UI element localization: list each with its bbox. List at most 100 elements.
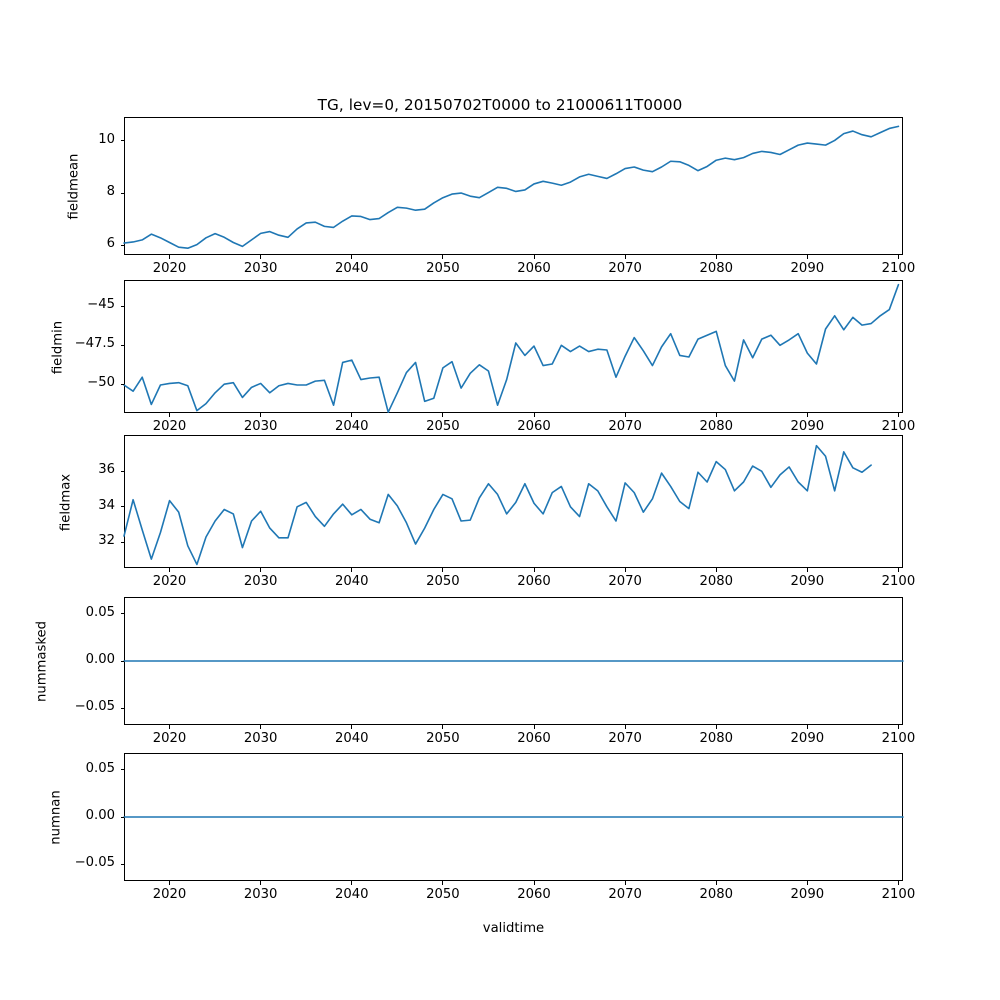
x-tick-label: 2050	[426, 887, 460, 902]
x-tick-label: 2060	[517, 887, 551, 902]
x-tick-label: 2050	[426, 731, 460, 746]
y-tick-mark	[120, 816, 124, 818]
y-tick-mark	[120, 769, 124, 771]
x-tick-mark	[351, 725, 353, 729]
x-tick-mark	[169, 413, 171, 417]
x-tick-label: 2030	[243, 731, 278, 746]
y-tick-mark	[120, 344, 124, 346]
y-tick-mark	[120, 613, 124, 615]
y-tick-label: 0.05	[85, 760, 115, 776]
x-tick-mark	[169, 881, 171, 885]
x-tick-label: 2070	[608, 574, 642, 589]
x-tick-label: 2080	[699, 574, 733, 589]
y-tick-mark	[120, 707, 124, 709]
x-tick-label: 2060	[517, 574, 551, 589]
x-tick-label: 2080	[699, 419, 733, 434]
x-tick-mark	[533, 255, 535, 259]
x-tick-mark	[260, 881, 262, 885]
x-tick-mark	[624, 881, 626, 885]
x-tick-label: 2090	[790, 887, 825, 902]
x-tick-mark	[351, 413, 353, 417]
x-tick-label: 2020	[152, 887, 187, 902]
x-tick-label: 2040	[334, 419, 369, 434]
y-tick-mark	[120, 383, 124, 385]
y-tick-label: 0.05	[85, 604, 115, 620]
x-tick-mark	[169, 725, 171, 729]
x-tick-mark	[897, 881, 899, 885]
y-tick-mark	[120, 470, 124, 472]
y-tick-label: −0.05	[74, 855, 115, 871]
y-tick-label: −50	[87, 375, 115, 391]
x-tick-mark	[533, 881, 535, 885]
y-tick-mark	[120, 660, 124, 662]
x-tick-label: 2070	[608, 731, 642, 746]
x-tick-label: 2020	[152, 419, 187, 434]
x-tick-mark	[442, 255, 444, 259]
x-tick-label: 2050	[426, 574, 460, 589]
x-tick-mark	[897, 413, 899, 417]
x-tick-mark	[260, 413, 262, 417]
x-tick-label: 2080	[699, 261, 733, 276]
x-tick-mark	[624, 568, 626, 572]
x-tick-mark	[533, 413, 535, 417]
y-tick-mark	[120, 305, 124, 307]
y-tick-label: −45	[87, 297, 115, 313]
y-tick-label: 8	[106, 184, 115, 200]
line-plot-fieldmax	[123, 444, 872, 566]
y-tick-mark	[120, 863, 124, 865]
x-tick-label: 2040	[334, 731, 369, 746]
x-tick-label: 2100	[881, 574, 916, 589]
x-tick-mark	[442, 413, 444, 417]
panel-fieldmean	[123, 117, 903, 255]
x-tick-label: 2020	[152, 731, 187, 746]
x-tick-mark	[715, 881, 717, 885]
x-tick-mark	[624, 255, 626, 259]
x-tick-label: 2100	[881, 261, 916, 276]
y-tick-label: 34	[98, 497, 115, 513]
y-tick-mark	[120, 192, 124, 194]
figure-title: TG, lev=0, 20150702T0000 to 21000611T000…	[317, 96, 683, 114]
y-tick-label: 0.00	[85, 808, 115, 823]
panel-fieldmax	[123, 435, 903, 568]
x-tick-mark	[533, 568, 535, 572]
panel-nummasked	[123, 597, 904, 725]
x-tick-label: 2100	[881, 419, 916, 434]
y-tick-mark	[120, 541, 124, 543]
y-tick-label: 6	[106, 236, 115, 252]
x-tick-mark	[897, 255, 899, 259]
x-tick-mark	[351, 881, 353, 885]
x-tick-mark	[533, 725, 535, 729]
x-tick-mark	[624, 413, 626, 417]
x-tick-label: 2060	[517, 419, 551, 434]
axes-frame	[124, 117, 903, 255]
y-tick-mark	[120, 140, 124, 142]
x-tick-mark	[806, 881, 808, 885]
x-tick-label: 2050	[426, 261, 460, 276]
x-tick-mark	[260, 568, 262, 572]
x-tick-label: 2070	[608, 261, 642, 276]
y-tick-mark	[120, 244, 124, 246]
x-tick-label: 2090	[790, 419, 825, 434]
y-tick-label: 10	[98, 131, 115, 147]
x-tick-mark	[442, 568, 444, 572]
x-tick-label: 2040	[334, 574, 369, 589]
x-tick-label: 2100	[881, 887, 916, 902]
x-tick-mark	[715, 413, 717, 417]
data-line	[123, 125, 900, 250]
x-tick-mark	[624, 725, 626, 729]
line-plot-fieldmean	[123, 125, 900, 250]
x-tick-mark	[806, 568, 808, 572]
x-tick-mark	[442, 725, 444, 729]
x-tick-mark	[351, 568, 353, 572]
x-tick-label: 2080	[699, 887, 733, 902]
y-tick-mark	[120, 506, 124, 508]
x-tick-mark	[715, 568, 717, 572]
xlabel-validtime: validtime	[482, 921, 545, 936]
line-plot-numnan	[123, 816, 904, 818]
x-tick-mark	[806, 255, 808, 259]
x-tick-mark	[806, 413, 808, 417]
x-tick-label: 2070	[608, 887, 642, 902]
x-tick-label: 2100	[881, 731, 916, 746]
axes-frame	[124, 435, 903, 568]
